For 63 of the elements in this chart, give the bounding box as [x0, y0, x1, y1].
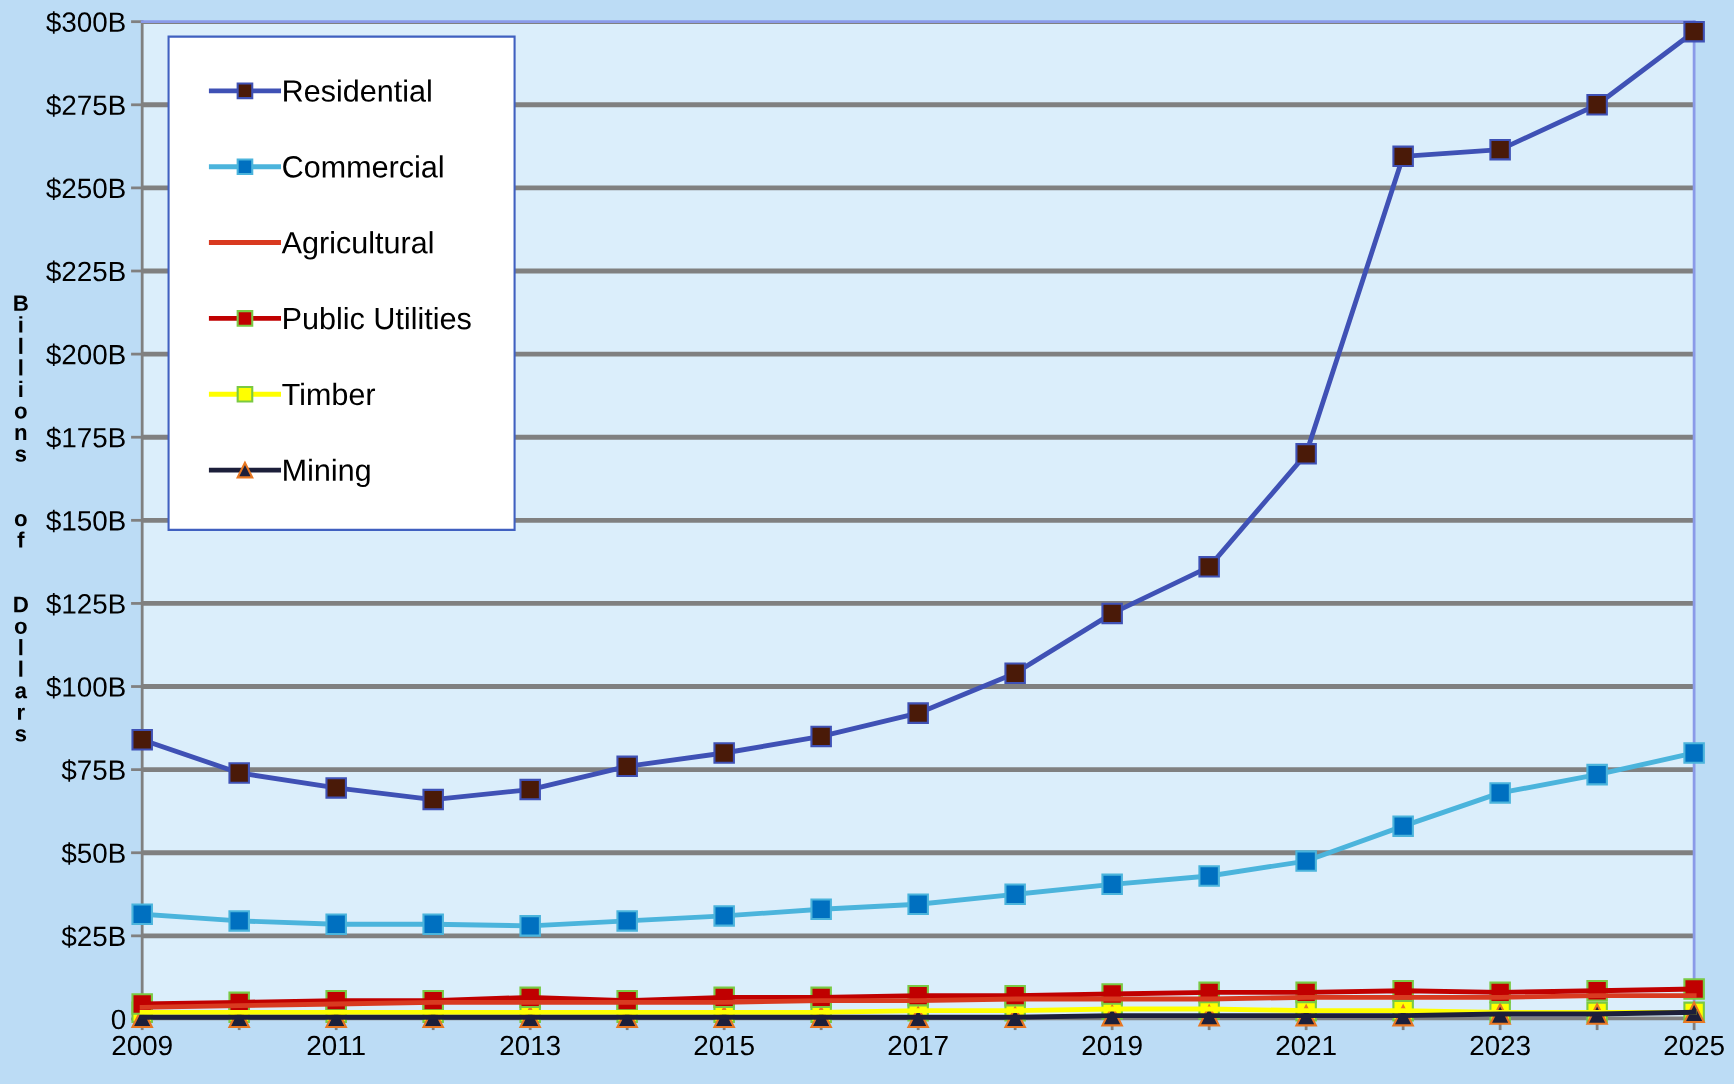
point — [1683, 742, 1705, 764]
point — [1295, 443, 1317, 465]
point — [1586, 763, 1608, 786]
point — [1101, 873, 1123, 896]
text: Billions of Dollars — [14, 295, 28, 742]
x-tick-label: 2021 — [1276, 1035, 1336, 1056]
y-tick-label: $175B — [46, 426, 125, 450]
y-tick-label: 0 — [111, 1009, 126, 1030]
y-tick-label: $225B — [46, 260, 125, 283]
legend-label: Mining — [284, 458, 370, 488]
y-tick-label: $200B — [46, 343, 125, 367]
point — [1489, 782, 1511, 804]
point — [1198, 556, 1220, 578]
point — [131, 728, 153, 751]
x-tick-label: 2025 — [1664, 1035, 1724, 1056]
y-tick-label: $300B — [46, 11, 125, 34]
point — [713, 742, 735, 764]
y-tick-label: $100B — [46, 676, 125, 699]
y-tick-label: $250B — [46, 177, 125, 200]
x-tick-label: 2009 — [112, 1035, 172, 1056]
point — [1004, 662, 1026, 684]
point — [1392, 815, 1414, 837]
point — [713, 905, 735, 927]
point — [519, 915, 541, 937]
point — [1295, 850, 1317, 872]
x-tick-label: 2013 — [500, 1035, 560, 1056]
y-tick-label: $25B — [61, 925, 125, 948]
x-tick-label: 2015 — [694, 1035, 754, 1056]
y-tick-label: $150B — [46, 509, 125, 533]
point — [1586, 94, 1608, 116]
point — [1392, 145, 1414, 168]
legend-label: Timber — [282, 382, 376, 406]
point — [519, 778, 541, 801]
legend-label: Agricultural — [281, 231, 433, 260]
x-tick-label: 2011 — [307, 1035, 365, 1056]
point — [1683, 20, 1705, 43]
point — [325, 777, 347, 799]
point — [422, 788, 444, 811]
x-tick-label: 2017 — [888, 1035, 948, 1056]
y-tick-label: $50B — [61, 842, 125, 865]
point — [228, 910, 250, 932]
y-tick-label: $275B — [46, 94, 125, 117]
point — [228, 762, 250, 784]
point — [325, 913, 347, 935]
x-tick-label: 2019 — [1082, 1035, 1142, 1056]
x-tick-label: 2023 — [1470, 1035, 1530, 1056]
point — [616, 910, 638, 932]
y-tick-label: $125B — [46, 592, 125, 616]
point — [810, 898, 832, 921]
point — [907, 893, 929, 916]
y-tick-label: $75B — [61, 759, 125, 782]
point — [616, 755, 638, 778]
point — [1198, 865, 1220, 887]
point — [907, 702, 929, 724]
point — [1004, 883, 1026, 906]
point — [131, 903, 153, 926]
legend-label: Commercial — [283, 155, 443, 178]
point — [422, 913, 444, 935]
point — [810, 725, 832, 748]
legend-label: Residential — [284, 79, 431, 102]
point — [1101, 602, 1123, 625]
point — [1489, 138, 1511, 161]
legend-label: Public Utilities — [284, 306, 471, 330]
